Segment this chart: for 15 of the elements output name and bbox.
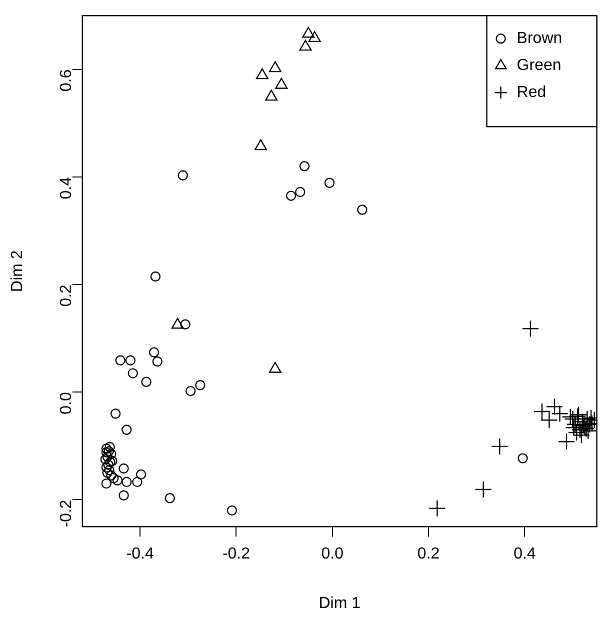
x-tick-label: 0.0 bbox=[321, 546, 344, 563]
y-axis-title: Dim 2 bbox=[9, 250, 26, 292]
y-tick-label: 0.4 bbox=[58, 176, 75, 200]
x-tick-label: -0.2 bbox=[222, 546, 250, 563]
x-tick-label: 0.4 bbox=[514, 546, 536, 563]
x-tick-label: -0.4 bbox=[126, 546, 154, 563]
y-tick-label: 0.2 bbox=[58, 284, 75, 307]
y-tick-label: 0.6 bbox=[58, 69, 75, 92]
x-tick-label: 0.2 bbox=[417, 546, 440, 563]
x-axis-title: Dim 1 bbox=[318, 594, 361, 612]
legend-label: Red bbox=[516, 84, 546, 102]
legend-label: Green bbox=[516, 57, 562, 74]
legend-label: Brown bbox=[516, 30, 562, 48]
y-tick-label: 0.0 bbox=[58, 392, 75, 414]
y-tick-label: -0.2 bbox=[58, 500, 75, 528]
